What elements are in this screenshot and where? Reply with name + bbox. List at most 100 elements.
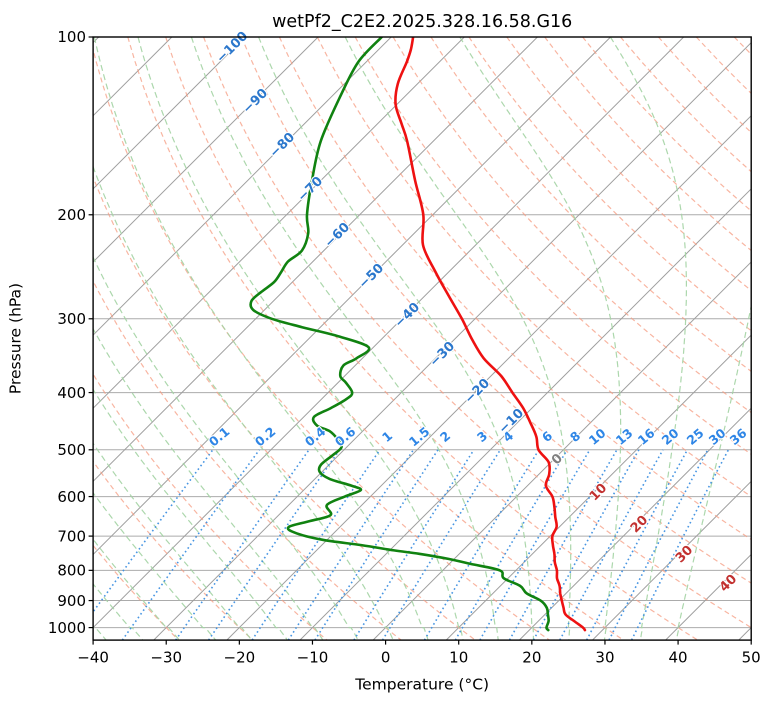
mixing-ratio-label: 1 bbox=[379, 428, 395, 445]
x-tick-label: −10 bbox=[297, 649, 329, 667]
dry-adiabat bbox=[203, 37, 752, 629]
dry-adiabat bbox=[165, 37, 699, 641]
y-tick-label: 700 bbox=[57, 527, 86, 545]
moist-adiabat bbox=[93, 37, 429, 641]
isotherm-line bbox=[93, 37, 319, 263]
mixing-ratio-line bbox=[423, 449, 540, 641]
mixing-ratio-label: 3 bbox=[474, 428, 490, 445]
plot-border bbox=[92, 36, 752, 641]
dry-adiabat bbox=[392, 37, 752, 414]
x-axis-label: Temperature (°C) bbox=[354, 676, 489, 694]
mixing-ratio-line bbox=[314, 449, 439, 641]
isotherm-line bbox=[93, 37, 246, 190]
isotherm-label: −60 bbox=[322, 220, 353, 251]
mixing-ratio-line bbox=[381, 449, 501, 641]
moist-adiabat bbox=[459, 37, 622, 641]
isotherm-line bbox=[372, 261, 752, 641]
moist-adiabat bbox=[93, 491, 217, 641]
x-tick-label: 30 bbox=[595, 649, 614, 667]
isotherm-line bbox=[445, 334, 752, 641]
x-tick-label: 20 bbox=[522, 649, 541, 667]
pressure-gridlines bbox=[93, 37, 752, 629]
moist-adiabat bbox=[93, 583, 144, 641]
dry-adiabat bbox=[240, 37, 752, 584]
dry-adiabat bbox=[93, 373, 328, 641]
moist-adiabat bbox=[93, 255, 359, 641]
plot-area: −100−90−80−70−60−50−40−30−20−10010203040… bbox=[48, 28, 761, 667]
mixing-ratio-label: 36 bbox=[727, 425, 750, 448]
y-tick-label: 1000 bbox=[48, 619, 86, 637]
moist-adiabat bbox=[675, 303, 752, 641]
mixing-ratio-line bbox=[353, 449, 475, 641]
mixing-ratio-label: 2 bbox=[437, 428, 453, 445]
isotherm-label: 40 bbox=[717, 572, 740, 595]
moist-adiabat bbox=[344, 37, 572, 641]
isotherm-line bbox=[592, 480, 752, 641]
x-tick-label: −20 bbox=[224, 649, 256, 667]
isotherm-line bbox=[738, 626, 752, 641]
x-tick-label: −30 bbox=[150, 649, 182, 667]
mixing-ratio-line bbox=[630, 449, 730, 641]
mixing-ratio-label: 4 bbox=[500, 428, 517, 445]
isotherm-line bbox=[93, 37, 173, 117]
y-tick-label: 600 bbox=[57, 488, 86, 506]
moist-adiabat bbox=[93, 442, 253, 641]
isotherm-label: −40 bbox=[392, 300, 423, 331]
x-tick-label: −40 bbox=[77, 649, 109, 667]
chart-title: wetPf2_C2E2.2025.328.16.58.G16 bbox=[272, 12, 572, 32]
mixing-ratio-label: 0.1 bbox=[206, 424, 233, 450]
mixing-ratio-line bbox=[251, 449, 381, 641]
y-axis-label: Pressure (hPa) bbox=[7, 283, 25, 394]
dry-adiabat bbox=[430, 37, 752, 373]
moist-adiabat bbox=[93, 165, 394, 641]
mixing-ratio-label: 13 bbox=[613, 425, 636, 448]
dry-adiabat bbox=[506, 37, 752, 292]
dry-adiabat bbox=[93, 279, 402, 641]
isotherm-line bbox=[518, 407, 752, 641]
isotherm-line bbox=[153, 41, 752, 641]
mixing-ratio-label: 8 bbox=[567, 428, 583, 445]
mixing-ratio-label: 1.5 bbox=[406, 424, 433, 450]
dewpoint-line bbox=[249, 37, 550, 632]
isotherm-label: −70 bbox=[295, 174, 326, 205]
isotherm-line bbox=[93, 37, 392, 336]
mixing-ratio-label: 25 bbox=[684, 425, 707, 448]
isotherm-line bbox=[299, 188, 752, 641]
x-tick-label: 10 bbox=[449, 649, 468, 667]
mixing-ratio-line bbox=[207, 449, 341, 641]
moist-adiabat bbox=[93, 388, 288, 641]
x-tick-label: 0 bbox=[381, 649, 391, 667]
isotherm-label: 20 bbox=[628, 513, 651, 536]
y-tick-label: 800 bbox=[57, 562, 86, 580]
isotherm-line bbox=[93, 37, 611, 556]
dry-adiabat bbox=[127, 37, 624, 641]
sounding-profiles bbox=[249, 37, 587, 632]
moist-adiabats bbox=[93, 37, 752, 641]
dry-adiabat bbox=[544, 37, 752, 252]
x-tick-label: 40 bbox=[669, 649, 688, 667]
isotherm-line bbox=[93, 37, 465, 409]
mixing-ratio-label: 16 bbox=[635, 425, 658, 448]
y-tick-label: 300 bbox=[57, 310, 86, 328]
moist-adiabat bbox=[93, 327, 324, 641]
isotherm-line bbox=[93, 37, 538, 483]
line-labels: −100−90−80−70−60−50−40−30−20−10010203040… bbox=[205, 28, 751, 597]
dry-adiabat bbox=[93, 175, 476, 641]
mixing-ratio-label: 0.6 bbox=[332, 424, 359, 450]
y-tick-label: 400 bbox=[57, 384, 86, 402]
isotherm-label: 30 bbox=[673, 543, 696, 566]
temperature-line bbox=[394, 37, 587, 632]
mixing-ratio-label: 10 bbox=[586, 425, 609, 448]
mixing-ratio-line bbox=[175, 449, 310, 641]
mixing-ratio-line bbox=[559, 449, 664, 641]
x-tick-label: 50 bbox=[742, 649, 761, 667]
y-tick-label: 500 bbox=[57, 441, 86, 459]
dry-adiabat bbox=[657, 37, 752, 134]
mixing-ratio-line bbox=[287, 449, 415, 641]
dry-adiabat bbox=[93, 460, 254, 641]
dry-adiabats bbox=[93, 37, 752, 641]
moist-adiabat bbox=[609, 37, 687, 641]
isotherm-label: −30 bbox=[427, 339, 458, 370]
